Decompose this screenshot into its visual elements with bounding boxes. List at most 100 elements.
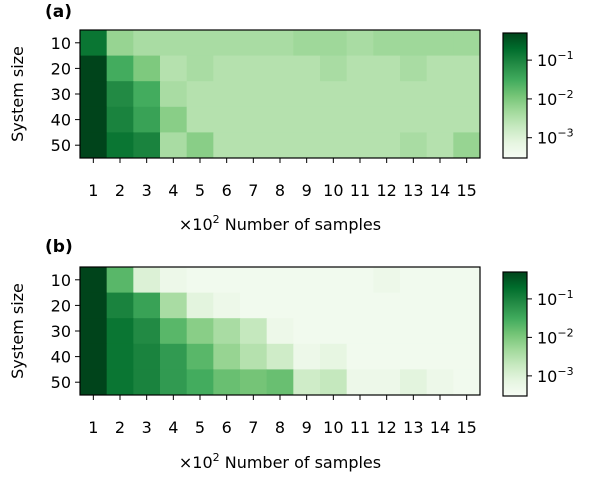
heatmap-cell bbox=[240, 30, 268, 56]
x-axis-title-text: Number of samples bbox=[220, 453, 381, 472]
heatmap-cell bbox=[160, 343, 188, 370]
colorbar-tick-exponent: −2 bbox=[557, 326, 573, 339]
heatmap-cell bbox=[80, 30, 108, 56]
heatmap-cell bbox=[266, 132, 294, 159]
heatmap-cell bbox=[346, 81, 374, 108]
heatmap-cell bbox=[133, 369, 161, 396]
heatmap-cell bbox=[266, 81, 294, 108]
y-tick-label: 40 bbox=[51, 111, 71, 130]
x-tick-label: 6 bbox=[222, 181, 232, 200]
colorbar-tick-exponent: −3 bbox=[557, 127, 573, 140]
heatmap-cell bbox=[133, 267, 161, 293]
x-tick-label: 8 bbox=[275, 418, 285, 437]
heatmap-cell bbox=[80, 106, 108, 133]
heatmap-cell bbox=[240, 106, 268, 133]
x-tick-label: 8 bbox=[275, 181, 285, 200]
x-tick-label: 2 bbox=[115, 181, 125, 200]
colorbar-tick-label: 10−3 bbox=[537, 127, 574, 148]
x-tick-label: 15 bbox=[456, 181, 476, 200]
colorbar-tick-label: 10−2 bbox=[537, 326, 574, 347]
heatmap-cell bbox=[160, 318, 188, 345]
heatmap-cell bbox=[373, 267, 401, 293]
heatmap-cell bbox=[213, 318, 241, 345]
heatmap-cell bbox=[106, 132, 134, 159]
heatmap-cell bbox=[426, 55, 454, 82]
heatmap-cell bbox=[426, 343, 454, 370]
heatmap-cell bbox=[400, 267, 428, 293]
heatmap-cell bbox=[106, 343, 134, 370]
x-tick-label: 3 bbox=[142, 181, 152, 200]
heatmap-cell bbox=[160, 55, 188, 82]
heatmap-cell bbox=[213, 30, 241, 56]
heatmap-cell bbox=[133, 343, 161, 370]
x-tick-label: 15 bbox=[456, 418, 476, 437]
heatmap-cell bbox=[293, 318, 321, 345]
heatmap-cell bbox=[80, 369, 108, 396]
x-axis-title-prefix: ×10 bbox=[179, 215, 213, 234]
heatmap-cell bbox=[80, 55, 108, 82]
panel-label: (b) bbox=[45, 237, 73, 257]
heatmap-cell bbox=[186, 343, 214, 370]
x-tick-label: 2 bbox=[115, 418, 125, 437]
x-axis-title: ×102 Number of samples bbox=[179, 451, 381, 472]
x-tick-label: 11 bbox=[350, 181, 370, 200]
heatmap-cell bbox=[320, 106, 348, 133]
y-axis-title: System size bbox=[8, 283, 27, 379]
heatmap-cell bbox=[106, 30, 134, 56]
heatmap-cell bbox=[373, 132, 401, 159]
heatmap-cell bbox=[106, 106, 134, 133]
heatmap-cell bbox=[373, 55, 401, 82]
heatmap-cell bbox=[266, 106, 294, 133]
heatmap-cell bbox=[160, 106, 188, 133]
heatmap-cell bbox=[133, 132, 161, 159]
colorbar-tick-exponent: −3 bbox=[557, 365, 573, 378]
heatmap-cell bbox=[293, 292, 321, 319]
heatmap-cell bbox=[453, 106, 481, 133]
x-tick-label: 7 bbox=[248, 418, 258, 437]
heatmap-cell bbox=[346, 132, 374, 159]
heatmap-cell bbox=[213, 369, 241, 396]
heatmap-cell bbox=[213, 132, 241, 159]
heatmap-cell bbox=[373, 318, 401, 345]
heatmap-cell bbox=[346, 369, 374, 396]
heatmap-cell bbox=[240, 292, 268, 319]
heatmap-cell bbox=[240, 318, 268, 345]
y-tick-label: 30 bbox=[51, 85, 71, 104]
heatmap-cell bbox=[106, 369, 134, 396]
heatmap-cell bbox=[373, 106, 401, 133]
heatmap-cell bbox=[293, 343, 321, 370]
x-tick-label: 9 bbox=[302, 181, 312, 200]
colorbar-tick-exponent: −1 bbox=[557, 288, 573, 301]
heatmap-cell bbox=[160, 81, 188, 108]
heatmap-cell bbox=[346, 267, 374, 293]
x-tick-label: 6 bbox=[222, 418, 232, 437]
heatmap-cell bbox=[373, 81, 401, 108]
heatmap-cell bbox=[133, 55, 161, 82]
x-tick-label: 5 bbox=[195, 418, 205, 437]
heatmap-cell bbox=[320, 369, 348, 396]
heatmap-cell bbox=[80, 132, 108, 159]
x-tick-label: 14 bbox=[430, 418, 450, 437]
heatmap-cell bbox=[453, 369, 481, 396]
x-tick-label: 12 bbox=[376, 418, 396, 437]
x-tick-label: 4 bbox=[168, 181, 178, 200]
y-axis-title: System size bbox=[8, 46, 27, 142]
y-tick-label: 50 bbox=[51, 373, 71, 392]
heatmap-cell bbox=[453, 343, 481, 370]
heatmap-cell bbox=[400, 132, 428, 159]
heatmap-cell bbox=[80, 292, 108, 319]
heatmap-cell bbox=[426, 318, 454, 345]
colorbar-tick-label: 10−2 bbox=[537, 88, 574, 109]
heatmap-cell bbox=[240, 55, 268, 82]
x-axis-title-prefix: ×10 bbox=[179, 453, 213, 472]
colorbar bbox=[502, 271, 528, 397]
heatmap-cell bbox=[426, 81, 454, 108]
heatmap-cell bbox=[266, 30, 294, 56]
heatmap-cell bbox=[266, 55, 294, 82]
heatmap-cell bbox=[106, 292, 134, 319]
colorbar-tick-base: 10 bbox=[537, 328, 557, 347]
heatmap-cell bbox=[80, 267, 108, 293]
heatmap-cell bbox=[240, 343, 268, 370]
x-tick-label: 1 bbox=[88, 181, 98, 200]
heatmap-cell bbox=[293, 267, 321, 293]
